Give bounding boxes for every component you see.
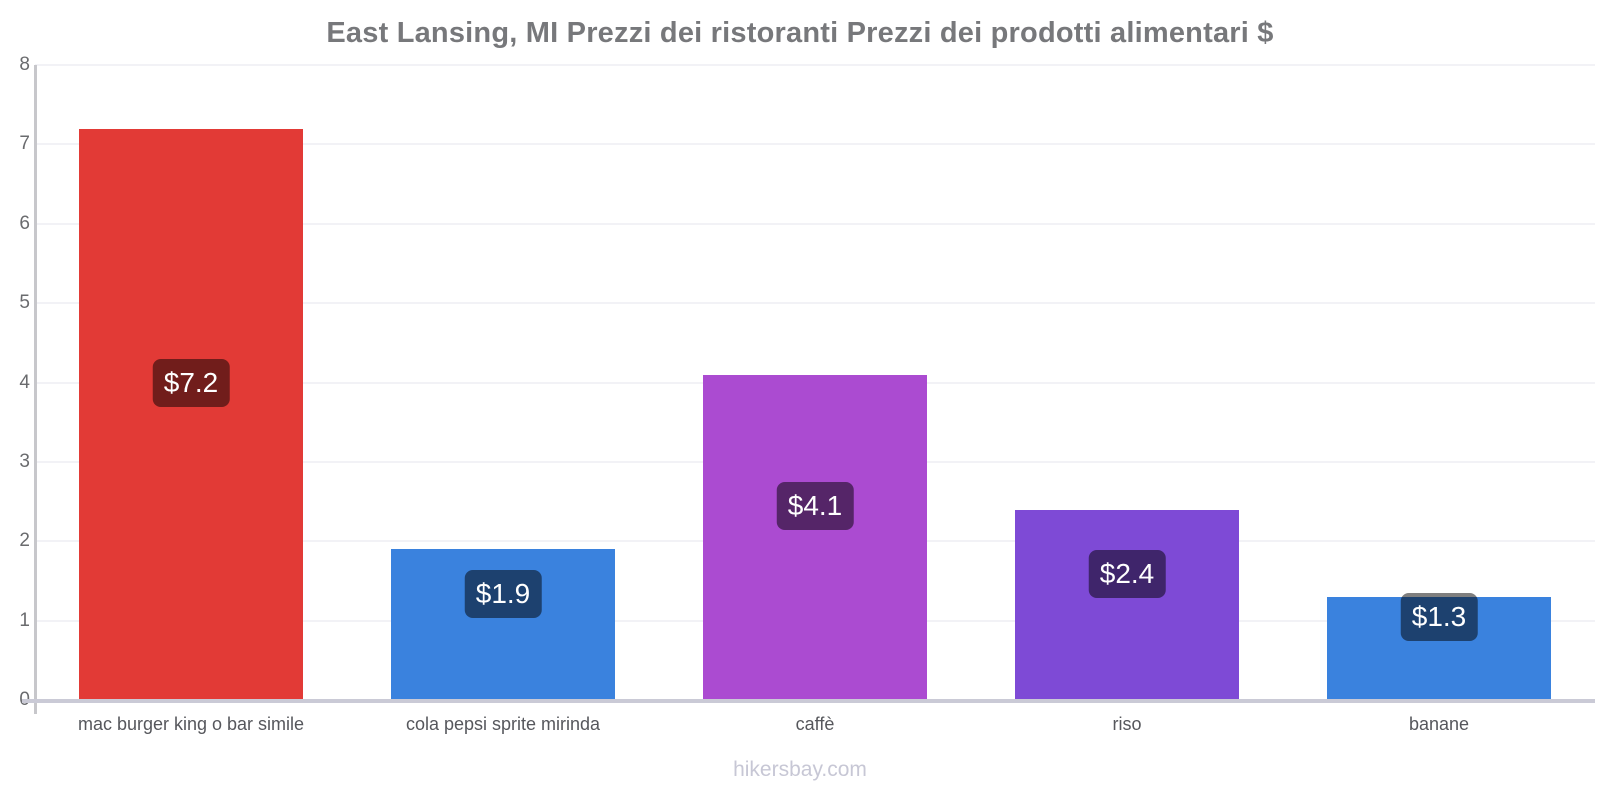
bar-mac-burger-king-o-bar-simile[interactable]: [78, 128, 304, 699]
bar-caffè[interactable]: [702, 374, 928, 699]
x-axis-category-label: mac burger king o bar simile: [77, 714, 305, 734]
y-axis-tick-label: 7: [19, 133, 30, 155]
value-label: $4.1: [776, 482, 854, 531]
y-axis-tick-label: 4: [19, 371, 30, 393]
y-axis-tick-label: 5: [19, 292, 30, 314]
x-axis-category-label: riso: [1112, 714, 1142, 734]
gridline-5: [35, 302, 1595, 305]
x-axis-category-label: banane: [1408, 714, 1470, 734]
value-label: $1.3: [1400, 593, 1478, 642]
chart-title: East Lansing, MI Prezzi dei ristoranti P…: [326, 17, 1274, 49]
value-label: $7.2: [152, 359, 230, 408]
value-label: $2.4: [1088, 549, 1166, 598]
x-axis-line: [22, 699, 1595, 703]
gridline-6: [35, 222, 1595, 225]
gridline-7: [35, 143, 1595, 146]
y-axis-tick-label: 6: [19, 212, 30, 234]
value-label: $1.9: [464, 569, 542, 618]
y-axis-tick-label: 1: [19, 609, 30, 631]
y-axis-tick-label: 8: [19, 54, 30, 75]
watermark: hikersbay.com: [733, 758, 867, 781]
x-axis-category-label: caffè: [795, 714, 835, 734]
gridline-8: [35, 64, 1595, 66]
y-axis-tick-label: 3: [19, 450, 30, 472]
bar-riso[interactable]: [1014, 509, 1240, 699]
y-axis-line: [34, 65, 37, 714]
y-axis-tick-label: 2: [19, 530, 30, 552]
x-axis-category-label: cola pepsi sprite mirinda: [405, 714, 601, 734]
